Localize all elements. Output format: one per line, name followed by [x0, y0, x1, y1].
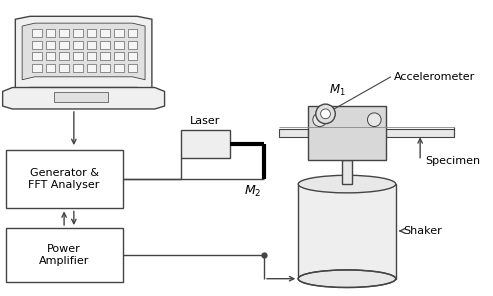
- Bar: [100, 29, 110, 37]
- Text: Accelerometer: Accelerometer: [394, 72, 475, 82]
- Circle shape: [367, 113, 381, 127]
- Circle shape: [316, 104, 335, 124]
- Bar: [59, 41, 69, 49]
- Text: Shaker: Shaker: [404, 226, 442, 236]
- Polygon shape: [2, 88, 165, 109]
- Bar: [128, 41, 137, 49]
- Polygon shape: [22, 23, 145, 80]
- Text: Generator &
FFT Analyser: Generator & FFT Analyser: [29, 168, 100, 190]
- Bar: [298, 184, 396, 279]
- Bar: [181, 131, 230, 158]
- Bar: [386, 129, 454, 137]
- Text: Specimen: Specimen: [425, 156, 480, 166]
- Bar: [45, 41, 55, 49]
- Bar: [45, 64, 55, 72]
- Bar: [59, 52, 69, 60]
- Bar: [32, 41, 42, 49]
- Bar: [32, 52, 42, 60]
- Bar: [100, 64, 110, 72]
- Bar: [128, 29, 137, 37]
- Bar: [114, 29, 124, 37]
- Bar: [5, 228, 123, 281]
- Bar: [59, 64, 69, 72]
- Bar: [342, 160, 352, 184]
- Bar: [73, 64, 83, 72]
- Bar: [32, 64, 42, 72]
- Circle shape: [313, 113, 326, 127]
- Bar: [87, 52, 96, 60]
- Bar: [128, 52, 137, 60]
- Bar: [59, 29, 69, 37]
- Bar: [279, 129, 308, 137]
- Bar: [54, 92, 108, 102]
- Circle shape: [320, 109, 330, 119]
- Bar: [73, 41, 83, 49]
- Bar: [308, 106, 386, 160]
- Bar: [114, 41, 124, 49]
- Polygon shape: [15, 16, 152, 91]
- Text: $M_2$: $M_2$: [244, 184, 261, 199]
- Bar: [45, 52, 55, 60]
- Ellipse shape: [298, 175, 396, 193]
- Bar: [32, 29, 42, 37]
- Bar: [87, 29, 96, 37]
- Bar: [100, 52, 110, 60]
- Text: Laser: Laser: [190, 115, 221, 126]
- Bar: [73, 52, 83, 60]
- Bar: [114, 64, 124, 72]
- Text: $M_1$: $M_1$: [329, 83, 346, 98]
- Bar: [5, 150, 123, 208]
- Bar: [73, 29, 83, 37]
- Bar: [100, 41, 110, 49]
- Ellipse shape: [298, 270, 396, 287]
- Bar: [87, 64, 96, 72]
- Bar: [128, 64, 137, 72]
- Bar: [114, 52, 124, 60]
- Bar: [45, 29, 55, 37]
- Text: Power
Amplifier: Power Amplifier: [39, 244, 89, 266]
- Bar: [87, 41, 96, 49]
